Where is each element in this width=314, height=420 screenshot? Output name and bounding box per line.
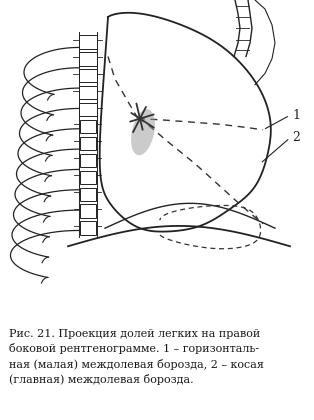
Bar xyxy=(80,221,96,235)
Bar xyxy=(80,136,96,150)
Bar xyxy=(79,52,97,66)
Bar xyxy=(80,120,96,133)
Bar xyxy=(79,103,97,116)
Bar xyxy=(80,171,96,184)
Text: 1: 1 xyxy=(292,109,300,122)
Bar xyxy=(79,35,97,49)
Text: Рис. 21. Проекция долей легких на правой
боковой рентгенограмме. 1 – горизонталь: Рис. 21. Проекция долей легких на правой… xyxy=(9,329,264,385)
Bar xyxy=(79,69,97,82)
Bar xyxy=(80,187,96,201)
Bar xyxy=(79,86,97,100)
Ellipse shape xyxy=(131,109,155,155)
Bar xyxy=(80,154,96,167)
Text: 2: 2 xyxy=(292,131,300,144)
Bar xyxy=(80,205,96,218)
